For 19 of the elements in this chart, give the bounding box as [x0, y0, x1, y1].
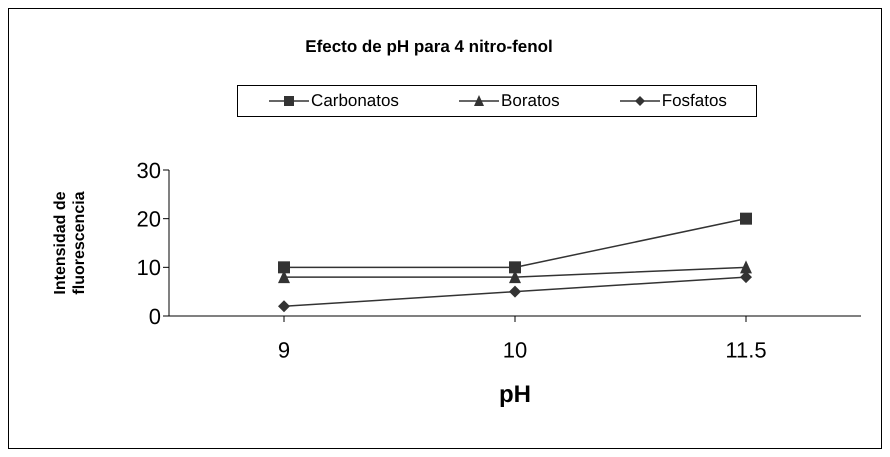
- point: [278, 261, 290, 274]
- x-tick-label: 11.5: [725, 338, 767, 363]
- y-axis-title: Intensidad de fluorescencia: [52, 191, 88, 295]
- x-axis-title: pH: [499, 381, 531, 408]
- point: [740, 260, 752, 274]
- x-tick-label: 10: [502, 338, 528, 363]
- y-tick-label: 20: [136, 206, 161, 232]
- legend-label: Carbonatos: [311, 91, 399, 111]
- point: [740, 212, 752, 225]
- y-tick-label: 30: [136, 158, 161, 183]
- y-tick-label: 10: [136, 255, 161, 280]
- y-tick-label: 0: [148, 304, 161, 329]
- legend-label: Fosfatos: [662, 91, 727, 111]
- point: [509, 286, 521, 298]
- point: [509, 261, 521, 274]
- legend-label: Boratos: [501, 91, 560, 111]
- chart-title: Efecto de pH para 4 nitro-fenol: [304, 37, 554, 57]
- x-tick-label: 9: [278, 338, 290, 363]
- point: [278, 300, 290, 312]
